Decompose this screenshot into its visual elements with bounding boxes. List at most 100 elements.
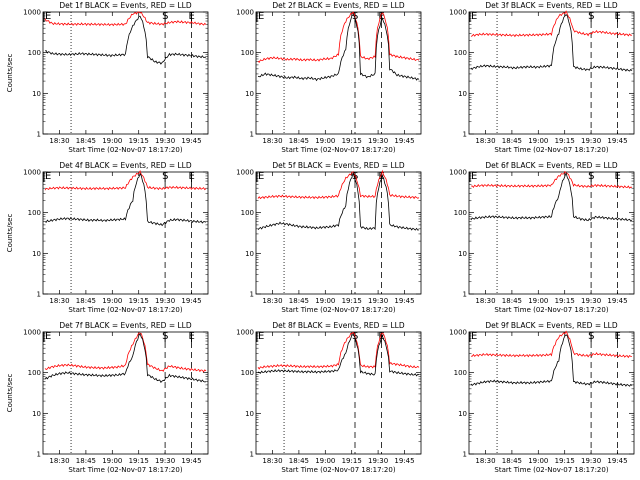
chart-panel-2: Det 2f BLACK = Events, RED = LLD 1 10 100 10… bbox=[236, 1, 422, 154]
y-tick-label: 1 bbox=[250, 451, 254, 459]
y-tick-label: 10 bbox=[245, 90, 254, 98]
chart-panel-9: Det 9f BLACK = Events, RED = LLD 1 10 100 10… bbox=[449, 321, 635, 474]
event-marker-label: E bbox=[378, 11, 384, 22]
series-line-events bbox=[470, 14, 633, 72]
chart-panel-1: Det 1f BLACK = Events, RED = LLD 1 10 100 10… bbox=[6, 1, 209, 154]
y-tick-label: 10 bbox=[245, 410, 254, 418]
event-marker-label: S bbox=[162, 11, 168, 22]
x-tick-label: 18:45 bbox=[76, 457, 96, 465]
y-axis-label: Counts/sec bbox=[6, 54, 14, 93]
y-tick-label: 100 bbox=[28, 209, 41, 217]
x-tick-label: 19:45 bbox=[394, 457, 414, 465]
plot-frame bbox=[468, 331, 635, 455]
x-tick-label: 19:30 bbox=[581, 457, 601, 465]
event-marker-label: E bbox=[615, 171, 621, 182]
x-tick-label: 18:30 bbox=[49, 457, 69, 465]
plot-frame bbox=[42, 171, 209, 295]
series-line-events bbox=[257, 171, 420, 231]
x-tick-label: 19:30 bbox=[368, 137, 388, 145]
chart-panel-8: Det 8f BLACK = Events, RED = LLD 1 10 100 10… bbox=[236, 321, 422, 474]
event-marker-label: E bbox=[471, 11, 477, 22]
y-axis-label: Counts/sec bbox=[6, 374, 14, 413]
x-tick-label: 19:30 bbox=[155, 137, 175, 145]
event-marker-label: E bbox=[258, 171, 264, 182]
event-marker-label: S bbox=[162, 331, 168, 342]
x-tick-label: 19:45 bbox=[607, 297, 627, 305]
y-tick-label: 1000 bbox=[23, 169, 41, 177]
x-tick-label: 19:00 bbox=[315, 297, 335, 305]
plot-frame bbox=[468, 171, 635, 295]
x-tick-label: 19:45 bbox=[607, 457, 627, 465]
x-tick-label: 19:15 bbox=[342, 457, 362, 465]
y-tick-label: 1000 bbox=[449, 169, 467, 177]
x-tick-label: 18:30 bbox=[475, 457, 495, 465]
event-marker-label: E bbox=[189, 331, 195, 342]
x-tick-label: 18:30 bbox=[262, 457, 282, 465]
x-tick-label: 19:45 bbox=[394, 137, 414, 145]
x-tick-label: 19:00 bbox=[528, 137, 548, 145]
event-marker-label: E bbox=[258, 11, 264, 22]
x-tick-label: 19:45 bbox=[607, 137, 627, 145]
series-line-events bbox=[257, 14, 420, 82]
chart-title: Det 1f BLACK = Events, RED = LLD bbox=[59, 1, 192, 10]
event-marker-label: E bbox=[471, 331, 477, 342]
y-tick-label: 100 bbox=[28, 49, 41, 57]
y-tick-label: 1000 bbox=[236, 329, 254, 337]
series-line-lld bbox=[257, 169, 420, 200]
y-tick-label: 1 bbox=[37, 291, 41, 299]
series-line-lld bbox=[257, 331, 420, 370]
chart-panel-3: Det 3f BLACK = Events, RED = LLD 1 10 100 10… bbox=[449, 1, 635, 154]
y-tick-label: 1 bbox=[37, 451, 41, 459]
y-tick-label: 10 bbox=[245, 250, 254, 258]
y-tick-label: 10 bbox=[458, 250, 467, 258]
x-tick-label: 19:00 bbox=[315, 137, 335, 145]
event-marker-label: E bbox=[45, 11, 51, 22]
event-marker-label: E bbox=[471, 171, 477, 182]
chart-title: Det 8f BLACK = Events, RED = LLD bbox=[272, 321, 405, 330]
x-axis-label: Start Time (02-Nov-07 18:17:20) bbox=[68, 306, 182, 314]
x-tick-label: 19:15 bbox=[129, 137, 149, 145]
x-tick-label: 18:45 bbox=[502, 297, 522, 305]
chart-title: Det 5f BLACK = Events, RED = LLD bbox=[272, 161, 405, 170]
series-line-lld bbox=[44, 170, 207, 191]
x-tick-label: 18:45 bbox=[289, 137, 309, 145]
y-tick-label: 100 bbox=[241, 49, 254, 57]
x-axis-label: Start Time (02-Nov-07 18:17:20) bbox=[281, 466, 395, 474]
event-marker-label: S bbox=[352, 171, 358, 182]
x-tick-label: 18:45 bbox=[502, 137, 522, 145]
event-marker-label: E bbox=[189, 171, 195, 182]
chart-panel-6: Det 6f BLACK = Events, RED = LLD 1 10 100 10… bbox=[449, 161, 635, 314]
x-tick-label: 19:15 bbox=[342, 297, 362, 305]
plot-frame bbox=[255, 11, 422, 135]
x-tick-label: 18:45 bbox=[76, 137, 96, 145]
y-tick-label: 1 bbox=[37, 131, 41, 139]
x-tick-label: 19:15 bbox=[342, 137, 362, 145]
x-axis-label: Start Time (02-Nov-07 18:17:20) bbox=[494, 306, 608, 314]
event-marker-label: E bbox=[45, 171, 51, 182]
x-tick-label: 19:15 bbox=[129, 457, 149, 465]
x-axis-label: Start Time (02-Nov-07 18:17:20) bbox=[494, 466, 608, 474]
plot-frame bbox=[42, 11, 209, 135]
chart-title: Det 4f BLACK = Events, RED = LLD bbox=[59, 161, 192, 170]
x-tick-label: 19:00 bbox=[528, 457, 548, 465]
x-tick-label: 19:15 bbox=[555, 297, 575, 305]
event-marker-label: E bbox=[189, 11, 195, 22]
y-tick-label: 100 bbox=[241, 209, 254, 217]
y-tick-label: 1 bbox=[463, 451, 467, 459]
x-tick-label: 18:45 bbox=[502, 457, 522, 465]
x-tick-label: 18:45 bbox=[76, 297, 96, 305]
x-axis-label: Start Time (02-Nov-07 18:17:20) bbox=[281, 146, 395, 154]
x-tick-label: 19:00 bbox=[102, 137, 122, 145]
y-tick-label: 100 bbox=[241, 369, 254, 377]
x-tick-label: 18:30 bbox=[262, 297, 282, 305]
chart-title: Det 6f BLACK = Events, RED = LLD bbox=[485, 161, 618, 170]
plot-frame bbox=[468, 11, 635, 135]
series-line-lld bbox=[44, 332, 207, 373]
x-tick-label: 19:00 bbox=[528, 297, 548, 305]
y-tick-label: 1000 bbox=[236, 9, 254, 17]
plot-frame bbox=[42, 331, 209, 455]
series-line-lld bbox=[470, 10, 633, 38]
x-tick-label: 19:15 bbox=[129, 297, 149, 305]
series-line-events bbox=[44, 172, 207, 227]
